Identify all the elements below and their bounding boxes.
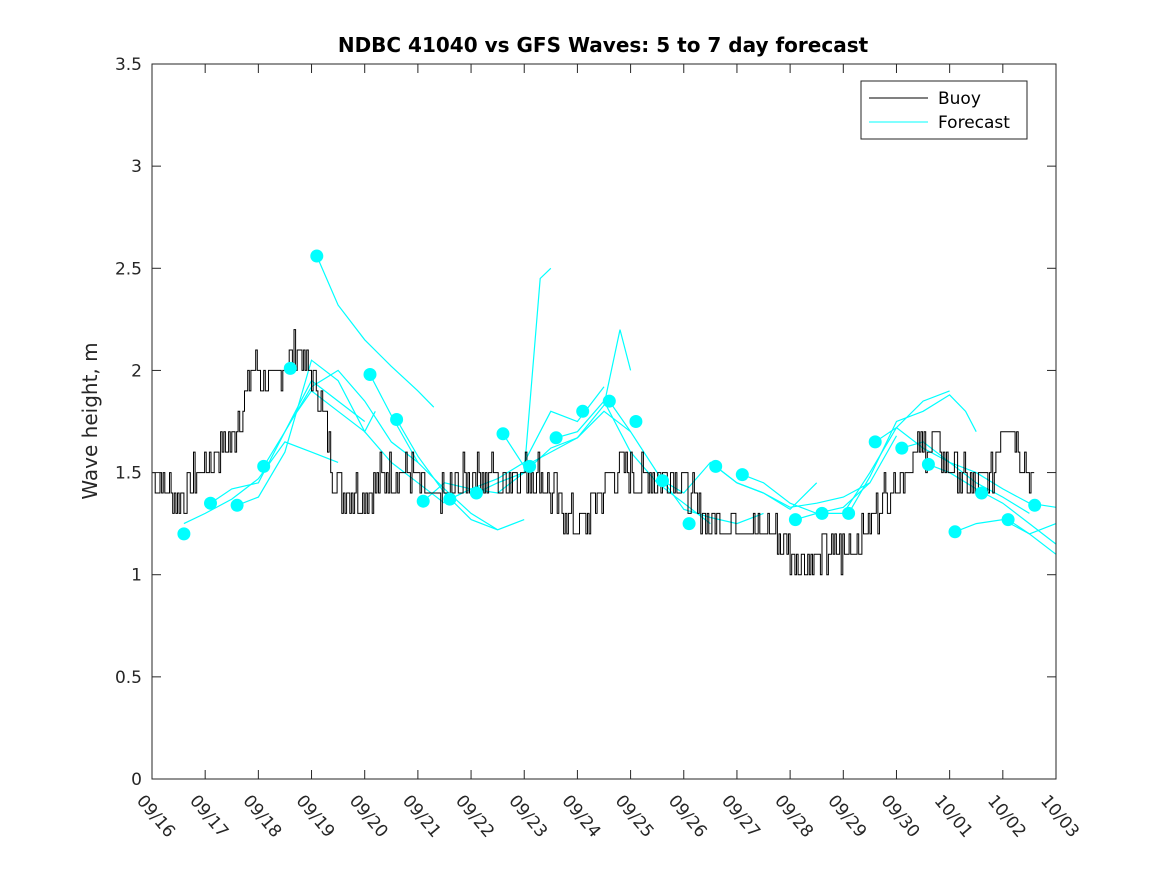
forecast-marker <box>204 496 217 510</box>
y-tick-label: 2 <box>131 361 142 381</box>
x-tick-label: 10/02 <box>983 791 1030 841</box>
forecast-line <box>608 400 764 525</box>
forecast-line <box>396 419 525 531</box>
x-tick-label: 09/21 <box>398 791 445 841</box>
forecast-marker <box>815 506 829 520</box>
forecast-line <box>263 369 419 467</box>
forecast-line <box>449 386 605 500</box>
x-tick-label: 09/16 <box>132 791 179 841</box>
forecast-marker <box>230 498 244 512</box>
marker-layer <box>177 249 1042 541</box>
forecast-marker <box>975 486 989 500</box>
forecast-line <box>369 374 498 531</box>
buoy-line <box>152 329 1035 576</box>
forecast-line <box>1007 519 1057 535</box>
forecast-marker <box>602 394 616 408</box>
x-tick-label: 09/20 <box>345 791 392 841</box>
forecast-marker <box>177 527 191 541</box>
x-tick-label: 09/27 <box>717 791 764 841</box>
legend-buoy-label: Buoy <box>938 89 981 109</box>
forecast-marker <box>735 468 749 482</box>
forecast-marker <box>496 427 510 441</box>
forecast-marker <box>523 459 537 473</box>
y-axis: 0 0.5 1 1.5 2 2.5 3 3.5 <box>115 55 1056 790</box>
forecast-marker <box>390 413 404 426</box>
forecast-marker <box>443 492 457 506</box>
forecast-marker <box>363 368 377 381</box>
y-tick-label: 3 <box>131 157 142 177</box>
forecast-marker <box>629 415 643 428</box>
forecast-marker <box>868 435 882 449</box>
x-tick-label: 10/03 <box>1036 791 1083 841</box>
forecast-marker <box>709 459 723 473</box>
forecast-marker <box>788 513 802 527</box>
forecast-marker <box>549 431 563 445</box>
forecast-line <box>316 255 435 408</box>
x-tick-label: 09/24 <box>558 791 605 841</box>
y-tick-label: 0.5 <box>115 668 142 688</box>
y-axis-label: Wave height, m <box>78 342 102 499</box>
legend-forecast-label: Forecast <box>938 113 1010 133</box>
forecast-line <box>715 465 871 508</box>
forecast-marker <box>576 404 590 418</box>
x-tick-label: 09/26 <box>664 791 711 841</box>
forecast-marker <box>1028 498 1042 512</box>
forecast-marker <box>656 474 669 488</box>
x-tick-label: 09/22 <box>451 791 498 841</box>
forecast-line <box>183 441 339 525</box>
legend: Buoy Forecast <box>860 80 1028 140</box>
x-tick-label: 10/01 <box>930 791 977 841</box>
y-tick-label: 1.5 <box>115 464 142 484</box>
y-tick-label: 1 <box>131 566 142 586</box>
forecast-marker <box>921 457 935 471</box>
forecast-marker <box>310 249 324 263</box>
forecast-line <box>422 267 552 502</box>
forecast-marker <box>416 494 430 508</box>
x-tick-label: 09/19 <box>292 791 339 841</box>
y-tick-label: 2.5 <box>115 259 142 279</box>
forecast-marker <box>895 441 909 455</box>
y-tick-label: 3.5 <box>115 55 142 75</box>
forecast-line <box>848 394 977 514</box>
forecast-marker <box>842 506 856 520</box>
forecast-marker <box>1001 513 1015 527</box>
forecast-marker <box>948 525 962 539</box>
x-tick-label: 09/30 <box>877 791 924 841</box>
x-tick-label: 09/28 <box>770 791 817 841</box>
forecast-marker <box>257 459 271 473</box>
plot-frame <box>151 63 1057 780</box>
x-tick-label: 09/23 <box>504 791 551 841</box>
forecast-marker <box>283 361 297 375</box>
x-tick-label: 09/25 <box>611 791 658 841</box>
forecast-marker <box>682 517 696 531</box>
legend-box <box>860 80 1028 140</box>
chart-title: NDBC 41040 vs GFS Waves: 5 to 7 day fore… <box>338 33 869 57</box>
forecast-line <box>476 410 631 494</box>
plot-area <box>152 64 1056 779</box>
x-tick-label: 09/18 <box>239 791 286 841</box>
y-tick-label: 0 <box>131 770 142 790</box>
x-tick-label: 09/29 <box>823 791 870 841</box>
forecast-marker <box>469 486 483 500</box>
x-tick-label: 09/17 <box>185 791 232 841</box>
